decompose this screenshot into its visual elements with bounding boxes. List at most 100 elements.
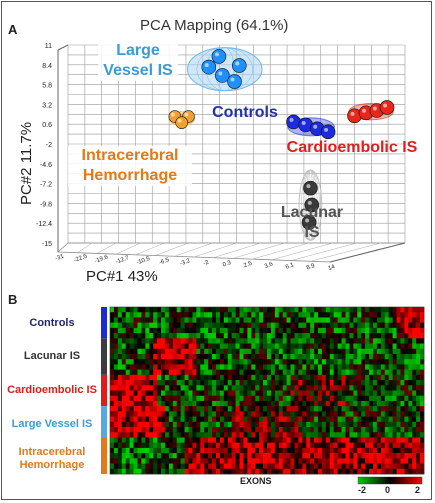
- heatmap-cell: [149, 390, 154, 397]
- heatmap-cell: [290, 442, 295, 449]
- heatmap-cell: [333, 322, 338, 329]
- heatmap-cell: [133, 364, 138, 370]
- heatmap-cell: [172, 317, 178, 323]
- heatmap-cell: [200, 359, 205, 365]
- heatmap-cell: [376, 380, 382, 386]
- heatmap-cell: [164, 359, 170, 365]
- heatmap-cell: [290, 406, 295, 412]
- heatmap-cell: [180, 359, 185, 365]
- heatmap-cell: [255, 447, 260, 454]
- heatmap-cell: [188, 463, 193, 470]
- heatmap-cell: [341, 442, 346, 449]
- heatmap-cell: [357, 468, 362, 475]
- heatmap-cell: [121, 463, 126, 470]
- heatmap-cell: [306, 411, 311, 417]
- heatmap-cell: [141, 458, 146, 464]
- heatmap-cell: [141, 416, 146, 423]
- heatmap-cell: [188, 421, 193, 428]
- data-point: [211, 49, 227, 64]
- heatmap-cell: [345, 374, 350, 381]
- heatmap-cell: [149, 406, 154, 412]
- heatmap-cell: [345, 380, 350, 386]
- heatmap-cell: [329, 432, 335, 438]
- heatmap-cell: [129, 364, 134, 370]
- heatmap-cell: [337, 447, 342, 454]
- heatmap-cell: [117, 421, 123, 428]
- heatmap-cell: [337, 468, 342, 475]
- heatmap-cell: [227, 312, 232, 318]
- heatmap-cell: [129, 348, 134, 355]
- heatmap-border: [109, 306, 425, 475]
- data-point: [320, 124, 336, 140]
- heatmap-cell: [306, 385, 311, 391]
- heatmap-cell: [318, 385, 323, 391]
- label-large-vessel-line1: Large: [116, 42, 160, 59]
- heatmap-cell: [341, 353, 346, 360]
- heatmap-cell: [231, 327, 236, 334]
- heatmap-cell: [239, 338, 244, 344]
- heatmap-cell: [376, 468, 382, 475]
- heatmap-cell: [298, 442, 303, 449]
- heatmap-cell: [263, 427, 268, 433]
- heatmap-cell: [286, 468, 291, 475]
- heatmap-cell: [223, 453, 229, 459]
- heatmap-cell: [168, 380, 174, 386]
- heatmap-cell: [184, 458, 189, 464]
- heatmap-cell: [372, 364, 378, 370]
- heatmap-cell: [408, 463, 413, 470]
- heatmap-cell: [349, 432, 354, 438]
- heatmap-cell: [172, 442, 178, 449]
- heatmap-cell: [416, 322, 421, 329]
- heatmap-cell: [145, 453, 150, 459]
- heatmap-cell: [376, 333, 382, 339]
- heatmap-cell: [286, 463, 291, 470]
- heatmap-cell: [333, 427, 338, 433]
- heatmap-cell: [117, 395, 123, 402]
- heatmap-cell: [137, 317, 142, 323]
- heatmap-cell: [184, 432, 189, 438]
- heatmap-cell: [235, 317, 240, 323]
- heatmap-cell: [396, 307, 401, 313]
- heatmap-cell: [318, 442, 323, 449]
- heatmap-cell: [372, 411, 378, 417]
- heatmap-cell: [176, 427, 181, 433]
- heatmap-cell: [349, 406, 354, 412]
- heatmap-cell: [192, 416, 197, 423]
- heatmap-cell: [212, 427, 217, 433]
- heatmap-cell: [337, 453, 342, 459]
- heatmap-cell: [267, 343, 272, 350]
- heatmap-cell: [172, 374, 178, 381]
- heatmap-cell: [392, 385, 397, 391]
- heatmap-cell: [161, 447, 166, 454]
- heatmap-cell: [396, 317, 401, 323]
- heatmap-cell: [184, 463, 189, 470]
- heatmap-cell: [263, 411, 268, 417]
- heatmap-cell: [282, 317, 287, 323]
- heatmap-cell: [196, 364, 201, 370]
- heatmap-cell: [361, 353, 366, 360]
- heatmap-cell: [310, 427, 315, 433]
- heatmap-cell: [168, 312, 174, 318]
- heatmap-cell: [408, 458, 413, 464]
- heatmap-cell: [110, 390, 115, 397]
- heatmap-cell: [121, 437, 126, 443]
- heatmap-cell: [318, 400, 323, 407]
- heatmap-cell: [121, 312, 126, 318]
- label-intracerebral-line1: Intracerebral: [81, 147, 179, 164]
- heatmap-cell: [294, 333, 299, 339]
- heatmap-cell: [176, 333, 181, 339]
- heatmap-cell: [365, 385, 370, 391]
- heatmap-cell: [325, 348, 331, 355]
- heatmap-cell: [404, 359, 409, 365]
- heatmap-cell: [164, 307, 170, 313]
- heatmap-cell: [365, 432, 370, 438]
- heatmap-cell: [392, 333, 397, 339]
- heatmap-cell: [400, 369, 405, 376]
- label-large-vessel: Large Vessel IS: [98, 41, 178, 81]
- heatmap-cell: [278, 390, 283, 397]
- heatmap-cell: [145, 327, 150, 334]
- heatmap-cell: [290, 458, 295, 464]
- heatmap-cell: [337, 359, 342, 365]
- heatmap-cell: [149, 369, 154, 376]
- heatmap-cell: [274, 421, 280, 428]
